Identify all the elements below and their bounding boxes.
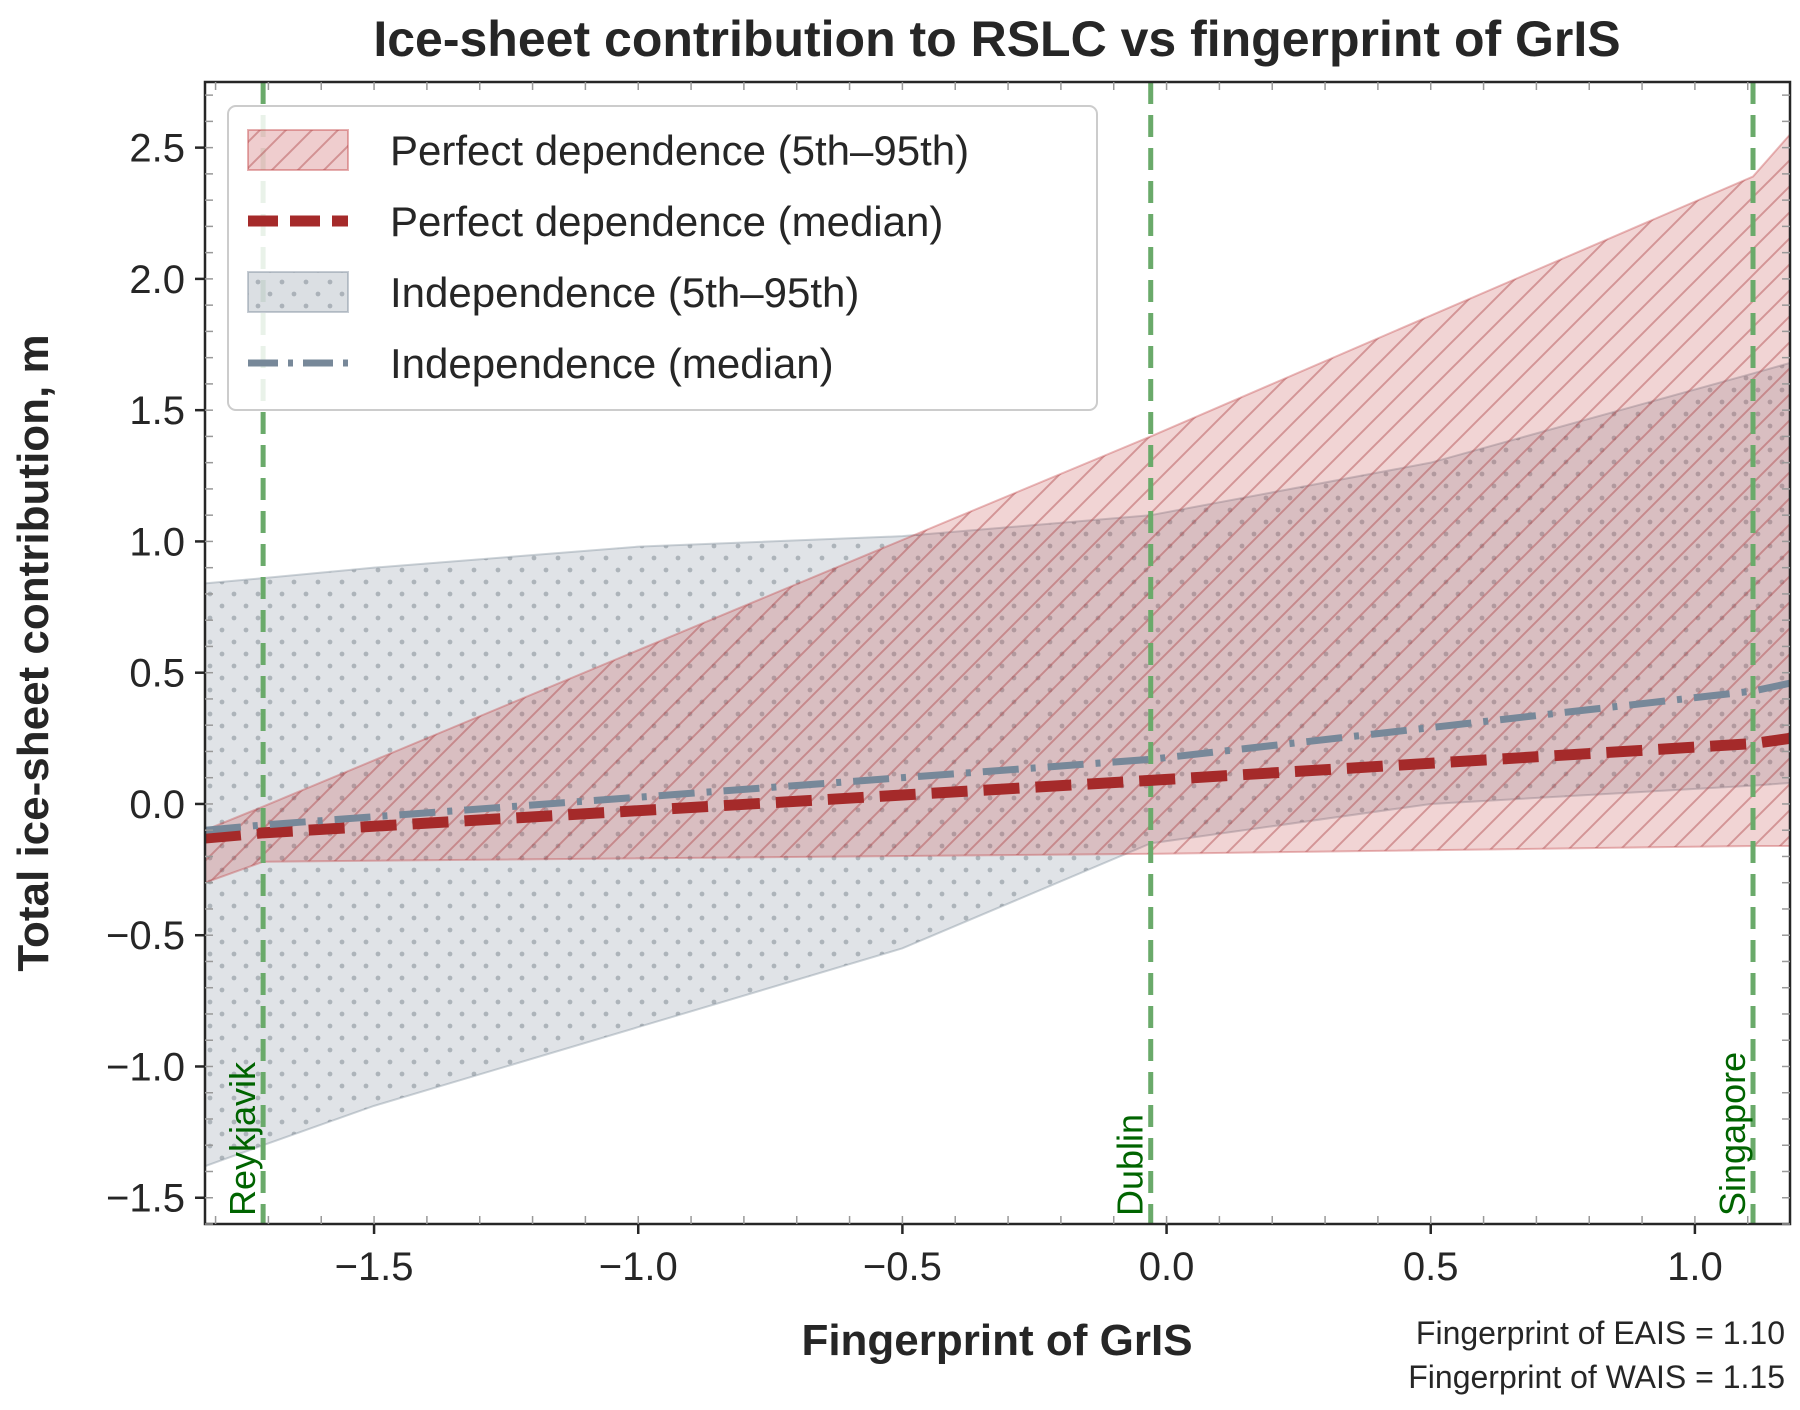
band-perfect-dependence-5th-95th: [205, 132, 1790, 884]
x-tick-label: −0.5: [863, 1245, 942, 1289]
median-lines: [205, 679, 1790, 844]
legend-label: Perfect dependence (5th–95th): [390, 127, 969, 174]
y-ticks: −1.5 −1.0 −0.5 0.0 0.5 1.0 1.5 2.0 2.5: [106, 127, 205, 1221]
line-perfect-dependence-median: [205, 732, 1790, 844]
legend-entry: Perfect dependence (5th–95th): [247, 127, 969, 174]
label-reykjavik: Reykjavik: [222, 1061, 263, 1216]
y-tick-label: −1.5: [106, 1177, 185, 1221]
x-ticks: −1.5 −1.0 −0.5 0.0 0.5 1.0: [335, 1224, 1723, 1289]
y-tick-label: 0.5: [129, 652, 185, 696]
location-lines: [260, 82, 1756, 1224]
legend-swatch-pattern: [248, 130, 348, 170]
legend-label: Perfect dependence (median): [390, 198, 943, 245]
wais-note: Fingerprint of WAIS = 1.15: [1408, 1359, 1785, 1395]
label-dublin: Dublin: [1110, 1114, 1151, 1216]
y-tick-label: −0.5: [106, 914, 185, 958]
y-tick-label: 1.0: [129, 520, 185, 564]
x-tick-label: 1.0: [1667, 1245, 1723, 1289]
location-labels: Reykjavik Dublin Singapore: [222, 1052, 1753, 1216]
band-pattern: [205, 134, 1790, 883]
y-tick-label: 0.0: [129, 783, 185, 827]
y-tick-label: 2.5: [129, 127, 185, 171]
legend-label: Independence (median): [390, 340, 834, 387]
y-axis-label: Total ice-sheet contribution, m: [9, 334, 58, 971]
y-tick-label: −1.0: [106, 1045, 185, 1089]
x-tick-label: −1.0: [599, 1245, 678, 1289]
x-axis-label: Fingerprint of GrIS: [801, 1316, 1192, 1365]
legend: Perfect dependence (5th–95th) Perfect dep…: [227, 105, 1098, 411]
y-tick-label: 1.5: [129, 389, 185, 433]
chart-title: Ice-sheet contribution to RSLC vs finger…: [373, 11, 1620, 67]
legend-label: Independence (5th–95th): [390, 269, 859, 316]
label-singapore: Singapore: [1712, 1052, 1753, 1216]
legend-frame: [227, 105, 1098, 411]
bands: [205, 132, 1790, 1168]
line-independence-median: [205, 679, 1790, 834]
legend-entry: Perfect dependence (median): [248, 198, 943, 245]
plot-area: [205, 82, 1790, 1224]
x-tick-label: −1.5: [335, 1245, 414, 1289]
legend-entry: Independence (median): [248, 340, 834, 387]
legend-swatch-pattern: [248, 272, 348, 312]
legend-entry: Independence (5th–95th): [247, 269, 859, 316]
x-tick-label: 0.0: [1139, 1245, 1195, 1289]
eais-note: Fingerprint of EAIS = 1.10: [1416, 1315, 1785, 1351]
y-tick-label: 2.0: [129, 258, 185, 302]
x-tick-label: 0.5: [1403, 1245, 1459, 1289]
minor-ticks: [205, 82, 1790, 1225]
plot-frame: [203, 80, 1792, 1226]
